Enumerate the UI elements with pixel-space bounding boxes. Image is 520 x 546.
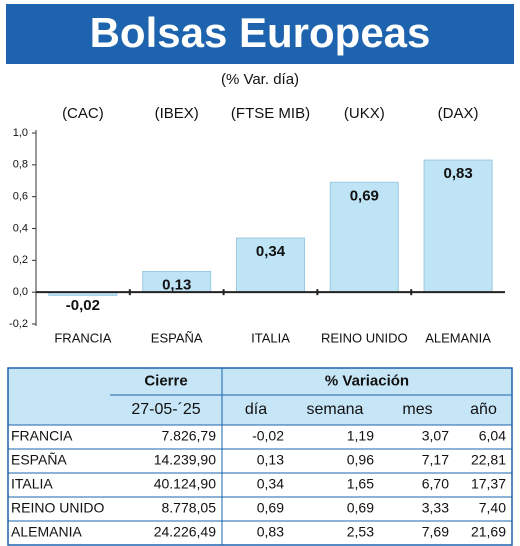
table-cell: 21,69 [471,524,506,540]
table-cell: 14.239,90 [154,452,216,468]
value-label: 0,83 [443,165,472,182]
y-tick-label: 0,8 [13,159,28,171]
table-cell: 40.124,90 [154,476,216,492]
table-cell: 7.826,79 [162,428,217,444]
table-cell: 22,81 [471,452,506,468]
table-cell: 8.778,05 [162,500,217,516]
table-cell: 3,07 [422,428,449,444]
x-tick-label: REINO UNIDO [321,330,408,345]
y-tick-label: -0,2 [9,318,28,330]
table-cell: 0,13 [257,452,284,468]
table-cell: 0,83 [257,524,284,540]
row-label: ITALIA [11,476,53,492]
bar [423,159,493,293]
chart-title: Bolsas Europeas [90,9,431,56]
value-label: -0,02 [66,297,100,314]
table-cell: 7,69 [422,524,449,540]
y-tick-label: 0,6 [13,191,28,203]
table-cell: 2,53 [347,524,374,540]
index-label: (DAX) [438,105,479,122]
table-subheader: día [245,401,267,418]
table-cell: 3,33 [422,500,449,516]
title-band [6,4,514,64]
row-label: ALEMANIA [11,524,82,540]
value-label: 0,69 [350,187,379,204]
table-cell: 17,37 [471,476,506,492]
table-subheader: año [470,401,497,418]
y-tick-label: 0,2 [13,254,28,266]
table-subheader: semana [307,401,364,418]
bar [236,237,305,293]
y-tick-label: 0,4 [13,222,28,234]
x-tick-label: FRANCIA [54,330,111,345]
table-header: Cierre [144,372,187,389]
table-cell: 7,40 [479,500,506,516]
table-cell: 6,70 [422,476,449,492]
row-label: FRANCIA [11,428,73,444]
table-border [7,367,513,546]
table-cell: 1,65 [347,476,374,492]
value-label: 0,13 [162,276,191,293]
table-cell: 24.226,49 [154,524,216,540]
row-label: ESPAÑA [11,452,67,468]
table-subheader: 27-05-´25 [131,401,200,418]
table-cell: 7,17 [422,452,449,468]
table-cell: 0,96 [347,452,374,468]
x-tick-label: ITALIA [251,330,290,345]
table-cell: 6,04 [479,428,506,444]
x-tick-label: ESPAÑA [151,330,203,345]
table-cell: -0,02 [252,428,284,444]
y-tick-label: 0,0 [13,286,28,298]
table-cell: 0,69 [257,500,284,516]
table-header: % Variación [325,372,409,389]
subtitle: (% Var. día) [221,71,299,88]
table-cell: 0,69 [347,500,374,516]
bar [329,181,399,293]
index-label: (IBEX) [155,105,199,122]
index-label: (UKX) [344,105,385,122]
value-label: 0,34 [256,243,286,260]
table-cell: 0,34 [257,476,284,492]
y-tick-label: 1,0 [13,127,28,139]
table-header-bg [8,368,512,425]
index-label: (FTSE MIB) [231,105,310,122]
table-cell: 1,19 [347,428,374,444]
index-label: (CAC) [62,105,104,122]
row-label: REINO UNIDO [11,500,104,516]
x-tick-label: ALEMANIA [425,330,491,345]
table-subheader: mes [402,401,432,418]
